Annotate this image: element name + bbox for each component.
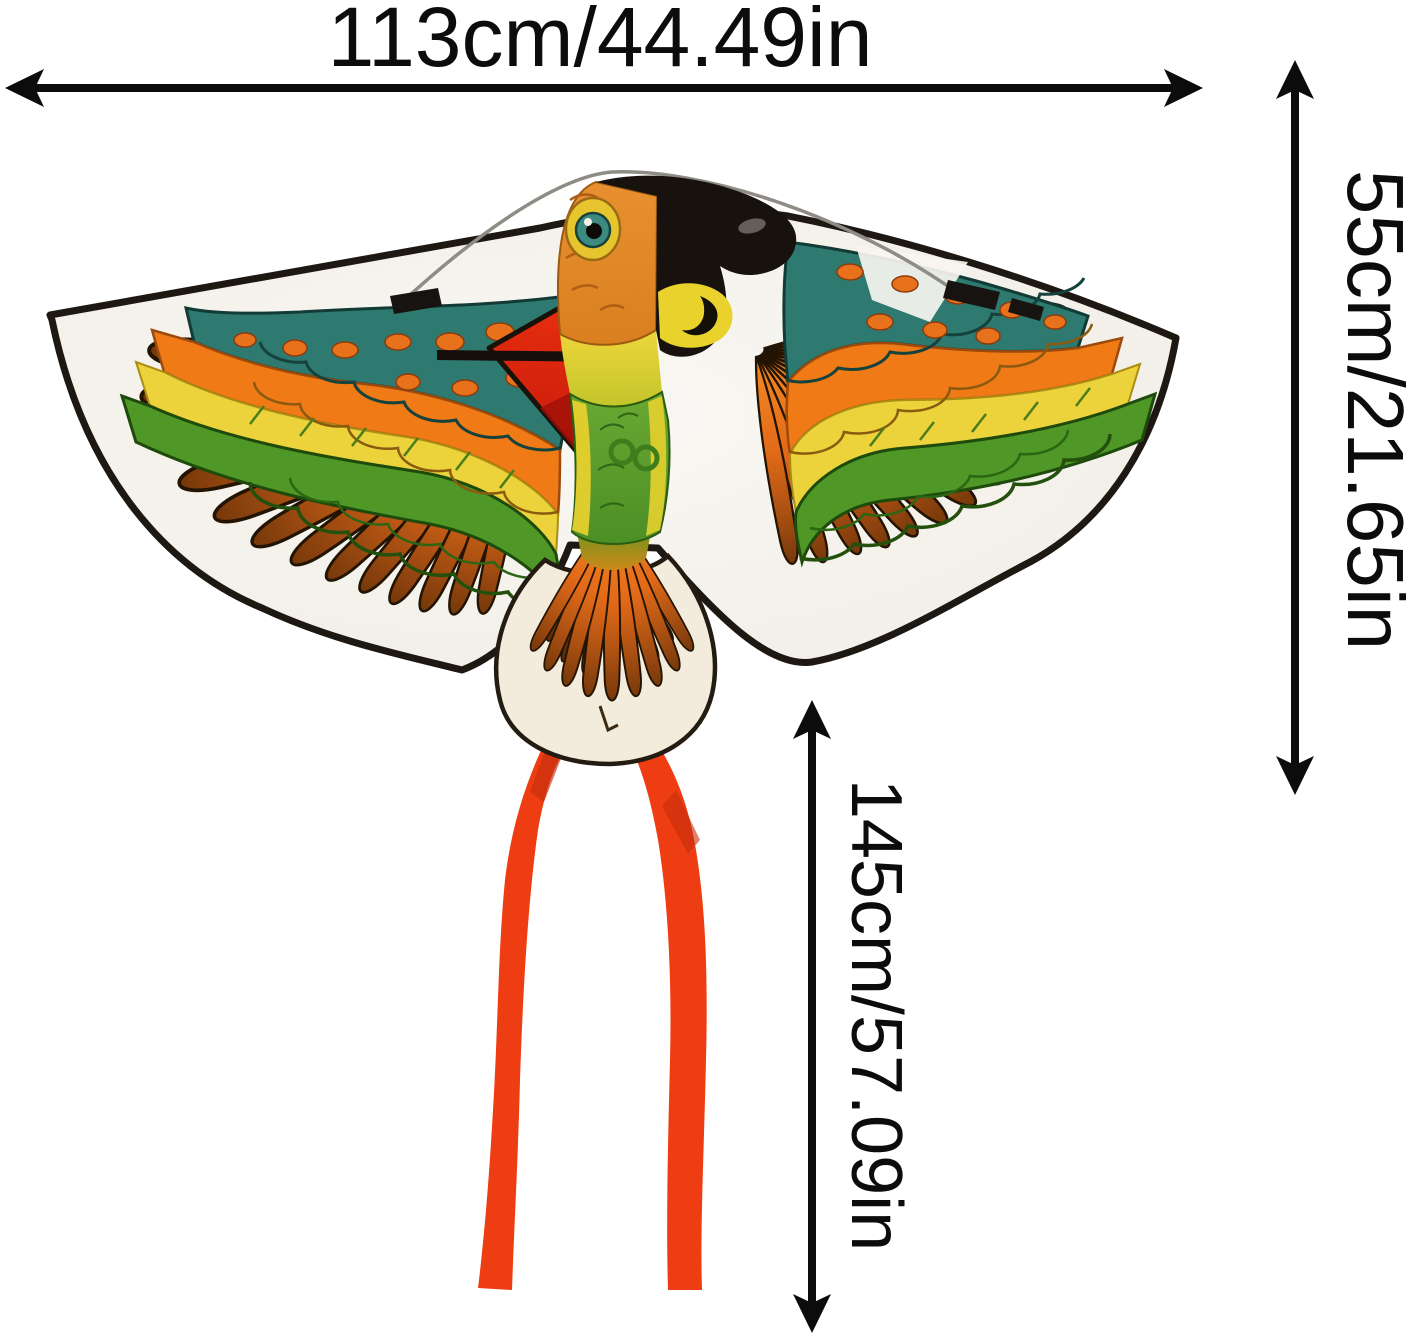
width-dimension: 113cm/44.49in	[5, 0, 1203, 107]
kite-illustration	[46, 170, 1180, 1290]
left-wing-bands	[119, 293, 577, 613]
height-dimension: 55cm/21.65in	[1276, 60, 1411, 795]
width-dimension-label: 113cm/44.49in	[328, 0, 873, 84]
kite-bow-line	[396, 170, 964, 308]
height-dimension-label: 55cm/21.65in	[1331, 170, 1411, 650]
vertical-double-arrow-icon	[1276, 60, 1314, 795]
beak-crescent	[658, 283, 733, 348]
left-bow-wrap	[390, 288, 442, 314]
tail-length-dimension-label: 145cm/57.09in	[836, 779, 916, 1251]
parrot-eye	[564, 196, 622, 262]
right-bow-wrap	[943, 280, 1044, 321]
parrot-beak	[596, 175, 797, 357]
left-tail-ribbon	[478, 728, 570, 1290]
parrot-head	[556, 175, 797, 357]
right-tail-ribbon	[630, 735, 707, 1290]
right-wing-bands	[782, 240, 1158, 568]
bird-body	[560, 330, 671, 545]
vertical-double-arrow-icon	[793, 700, 831, 1333]
tail-length-dimension: 145cm/57.09in	[793, 700, 916, 1333]
horizontal-double-arrow-icon	[5, 69, 1203, 107]
